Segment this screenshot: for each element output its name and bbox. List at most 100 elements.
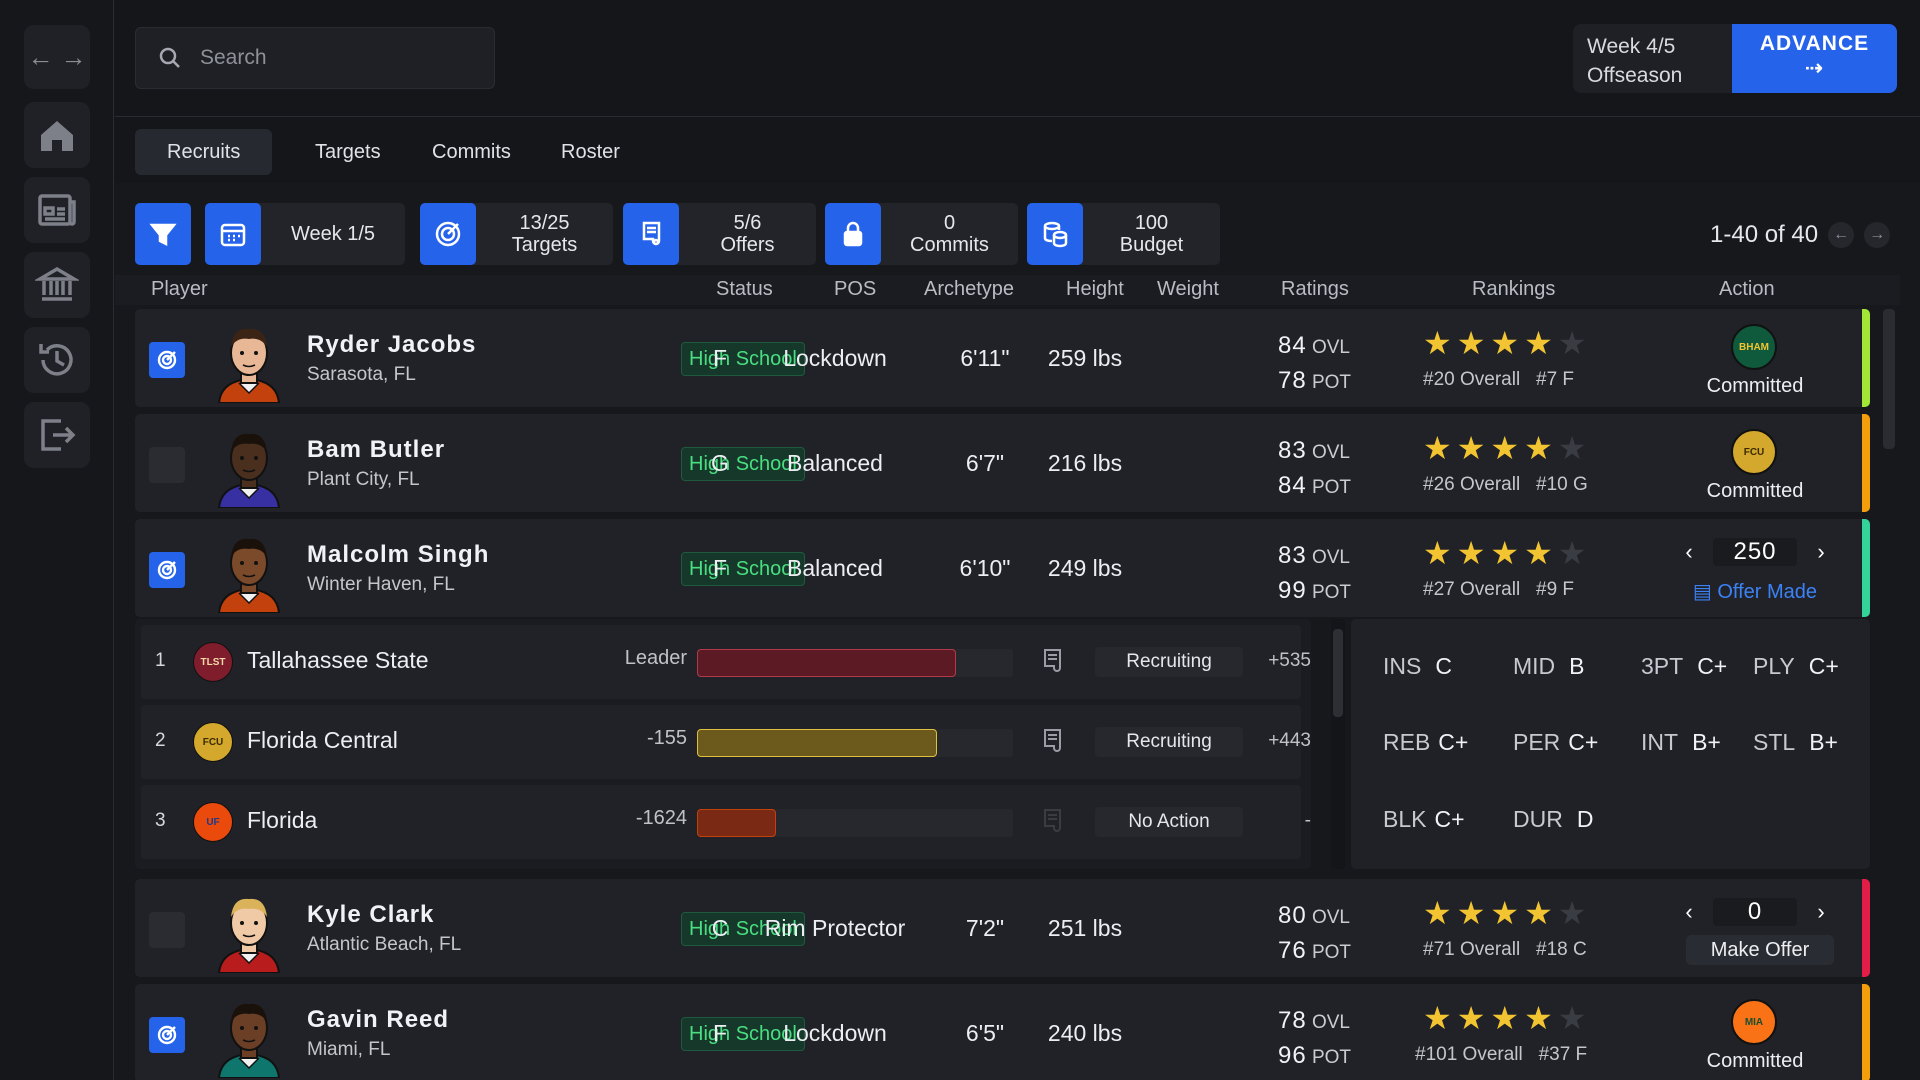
star-icon: ★ (1490, 325, 1520, 361)
recruit-action-button[interactable]: No Action (1095, 807, 1243, 837)
player-name[interactable]: Gavin Reed (307, 1006, 450, 1033)
star-icon: ★ (1557, 1000, 1587, 1036)
col-height[interactable]: Height (1066, 278, 1124, 300)
avatar (217, 1003, 281, 1078)
offers-filter[interactable]: 5/6 Offers (623, 203, 816, 265)
history-button[interactable] (24, 327, 90, 393)
star-icon: ★ (1423, 1000, 1452, 1036)
player-name[interactable]: Malcolm Singh (307, 541, 490, 568)
chevron-left-icon[interactable]: ‹ (1685, 539, 1693, 564)
chevron-left-icon[interactable]: ‹ (1685, 899, 1693, 924)
overall-rank: #26 Overall (1423, 474, 1521, 495)
table-row[interactable]: Bam Butler Plant City, FL High School G Bala… (135, 414, 1870, 512)
interest-bar (697, 809, 1013, 837)
offer-value[interactable]: 250 (1713, 538, 1797, 566)
forward-arrow-icon[interactable]: → (60, 41, 87, 72)
list-scrollbar[interactable] (1883, 309, 1895, 449)
tab-commits[interactable]: Commits (432, 141, 511, 163)
search-input[interactable]: Search (135, 27, 495, 89)
player-name[interactable]: Ryder Jacobs (307, 331, 477, 358)
overall-rank: #20 Overall (1423, 369, 1521, 390)
chevron-right-icon[interactable]: › (1817, 899, 1825, 924)
grade-item: BLK C+ (1383, 806, 1465, 832)
ranking: #20 Overall #7 F (1423, 369, 1574, 391)
recruit-action-button[interactable]: Recruiting (1095, 727, 1243, 757)
advance-button[interactable]: ADVANCE ⇢ (1732, 24, 1897, 93)
col-status[interactable]: Status (716, 278, 773, 300)
player-name[interactable]: Kyle Clark (307, 901, 435, 928)
interest-diff: -1624 (635, 807, 687, 829)
col-archetype[interactable]: Archetype (924, 278, 1015, 300)
school-rank: 1 (155, 650, 166, 671)
player-hometown: Winter Haven, FL (307, 574, 455, 595)
row-stripe (1862, 414, 1870, 512)
pot-value: 78 (1278, 367, 1307, 394)
row-stripe (1862, 879, 1870, 977)
target-checkbox[interactable] (149, 447, 185, 483)
budget-filter[interactable]: 100 Budget (1027, 203, 1220, 265)
commits-filter[interactable]: 0 Commits (825, 203, 1018, 265)
pagination-label: 1-40 of 40 (1710, 221, 1819, 248)
tab-targets[interactable]: Targets (315, 141, 381, 163)
target-icon (435, 221, 461, 247)
school-logo: UF (193, 802, 233, 842)
offer-value[interactable]: 0 (1713, 898, 1797, 926)
star-icon: ★ (1423, 325, 1452, 361)
tab-recruits[interactable]: Recruits (135, 129, 273, 175)
target-icon (157, 350, 177, 370)
news-button[interactable] (24, 177, 90, 243)
table-row[interactable]: Ryder Jacobs Sarasota, FL High School F Lock… (135, 309, 1870, 407)
col-action[interactable]: Action (1719, 278, 1775, 300)
tab-roster[interactable]: Roster (561, 141, 620, 163)
col-weight[interactable]: Weight (1157, 278, 1219, 300)
target-checkbox[interactable] (149, 552, 185, 588)
player-archetype: Lockdown (783, 345, 887, 371)
player-height: 6'11" (960, 345, 1010, 371)
interest-diff: Leader (624, 647, 687, 669)
star-icon: ★ (1557, 895, 1587, 931)
player-archetype: Balanced (787, 555, 883, 581)
next-page-icon[interactable]: → (1864, 222, 1891, 248)
exit-icon (41, 419, 76, 451)
prev-page-icon[interactable]: ← (1828, 222, 1855, 248)
position-rank: #10 G (1536, 474, 1588, 495)
target-checkbox[interactable] (149, 912, 185, 948)
ovl-label: OVL (1311, 337, 1351, 358)
player-archetype: Rim Protector (764, 915, 906, 941)
detail-scrollbar[interactable] (1331, 619, 1345, 869)
table-row[interactable]: Malcolm Singh Winter Haven, FL High School… (135, 519, 1870, 617)
week-filter[interactable]: Week 1/5 (205, 203, 405, 265)
top-bar: Search Week 4/5 Offseason ADVANCE ⇢ (115, 0, 1920, 117)
target-checkbox[interactable] (149, 1017, 185, 1053)
interest-bar (697, 729, 1013, 757)
overall-rank: #27 Overall (1423, 579, 1521, 600)
offers-count: 5/6 (733, 212, 762, 234)
col-pos[interactable]: POS (834, 278, 877, 300)
player-name[interactable]: Bam Butler (307, 436, 446, 463)
back-arrow-icon[interactable]: ← (27, 41, 54, 72)
school-logo: FCU (193, 722, 233, 762)
table-row[interactable]: Gavin Reed Miami, FL High School F Lockdown 6… (135, 984, 1870, 1080)
position-rank: #9 F (1536, 579, 1575, 600)
pot-label: POT (1311, 1047, 1352, 1068)
recruit-action-button[interactable]: Recruiting (1095, 647, 1243, 677)
chevron-right-icon[interactable]: › (1817, 539, 1825, 564)
school-button[interactable] (24, 252, 90, 318)
ovl-label: OVL (1311, 442, 1351, 463)
row-stripe (1862, 984, 1870, 1080)
points: +443 (1268, 730, 1311, 751)
home-button[interactable] (24, 102, 90, 168)
col-rankings[interactable]: Rankings (1472, 278, 1556, 300)
col-ratings[interactable]: Ratings (1281, 278, 1349, 300)
col-player[interactable]: Player (151, 278, 208, 300)
exit-button[interactable] (24, 402, 90, 468)
target-checkbox[interactable] (149, 342, 185, 378)
grade-item: INS C (1383, 653, 1452, 679)
table-row[interactable]: Kyle Clark Atlantic Beach, FL High School C… (135, 879, 1870, 977)
targets-filter[interactable]: 13/25 Targets (420, 203, 613, 265)
filter-icon (149, 223, 177, 247)
make-offer-button[interactable]: Make Offer (1686, 935, 1834, 965)
filter-button[interactable] (135, 203, 191, 265)
grade-item: DUR D (1513, 806, 1594, 832)
star-icon: ★ (1524, 325, 1553, 361)
